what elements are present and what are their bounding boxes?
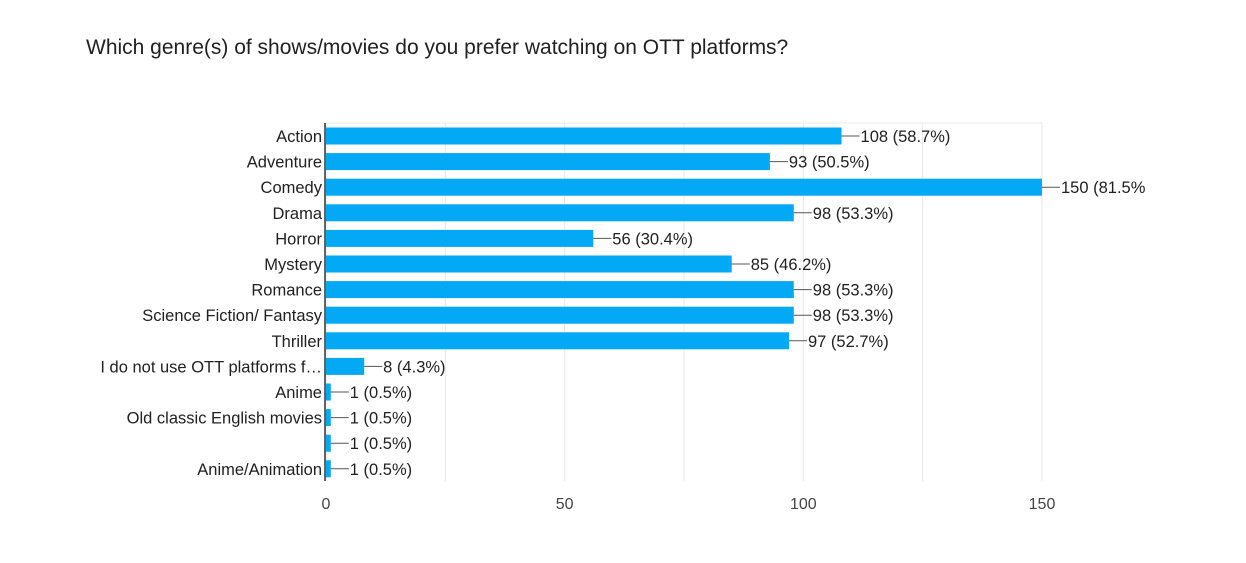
value-label: 150 (81.5% <box>1061 179 1146 197</box>
bar <box>326 409 331 427</box>
chart-title: Which genre(s) of shows/movies do you pr… <box>86 36 789 59</box>
bar <box>326 153 770 171</box>
bar <box>326 281 794 299</box>
label-connectors <box>330 135 1060 470</box>
bar <box>326 178 1042 196</box>
value-label: 8 (4.3%) <box>383 358 445 376</box>
value-label: 98 (53.3%) <box>813 205 894 223</box>
category-label: Horror <box>275 230 322 248</box>
bars <box>326 127 1042 478</box>
category-labels: Action Adventure Comedy Drama Horror Mystery R… <box>100 128 322 479</box>
value-label: 1 (0.5%) <box>350 461 412 479</box>
value-label: 97 (52.7%) <box>808 333 889 351</box>
bar <box>326 229 594 247</box>
category-label: Drama <box>272 205 322 223</box>
value-label: 56 (30.4%) <box>612 230 693 248</box>
category-label: Romance <box>251 282 322 300</box>
bar <box>326 383 331 401</box>
bar <box>326 127 842 145</box>
category-label: I do not use OTT platforms f… <box>100 358 322 376</box>
value-labels: 108 (58.7%) 93 (50.5%) 150 (81.5% 98 (53.3%… <box>350 128 1146 479</box>
category-label: Anime/Animation <box>197 461 322 479</box>
category-label: Mystery <box>264 256 323 274</box>
x-tick-label: 150 <box>1029 496 1056 513</box>
bar <box>326 434 331 452</box>
category-label: Thriller <box>272 333 323 351</box>
tick-labels: 0 50 100 150 <box>322 496 1056 513</box>
bar <box>326 460 331 478</box>
category-label: Science Fiction/ Fantasy <box>142 307 322 325</box>
value-label: 108 (58.7%) <box>861 128 951 146</box>
bar <box>326 332 790 350</box>
category-label: Anime <box>275 384 322 402</box>
x-tick-label: 50 <box>556 496 574 513</box>
category-label: Old classic English movies <box>127 410 322 428</box>
grid-lines <box>325 122 1043 481</box>
bar <box>326 306 794 324</box>
category-label: Comedy <box>261 179 323 197</box>
value-label: 98 (53.3%) <box>813 307 894 325</box>
value-label: 85 (46.2%) <box>751 256 832 274</box>
bar <box>326 255 732 273</box>
value-label: 1 (0.5%) <box>350 435 412 453</box>
category-label: Action <box>276 128 322 146</box>
bar <box>326 357 365 375</box>
value-label: 93 (50.5%) <box>789 154 870 172</box>
category-label: Adventure <box>247 154 322 172</box>
x-tick-label: 100 <box>790 496 817 513</box>
value-label: 98 (53.3%) <box>813 282 894 300</box>
value-label: 1 (0.5%) <box>350 384 412 402</box>
bar <box>326 204 794 222</box>
x-tick-label: 0 <box>322 496 331 513</box>
value-label: 1 (0.5%) <box>350 410 412 428</box>
